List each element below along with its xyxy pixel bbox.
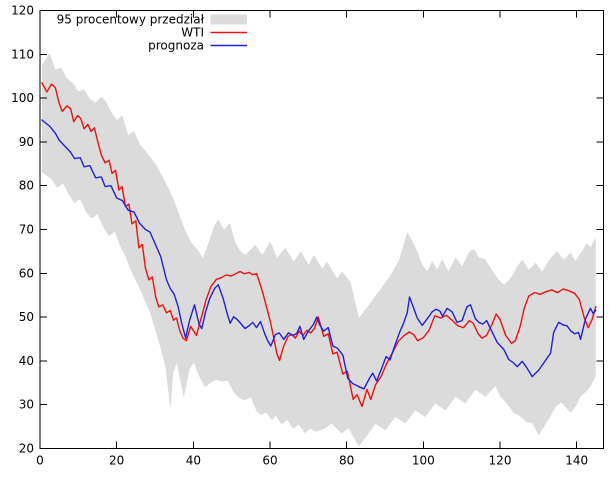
x-tick-label: 80 — [339, 454, 354, 468]
legend-item: 95 procentowy przedział — [57, 13, 247, 27]
confidence-band — [41, 52, 596, 447]
legend-item: WTI — [181, 26, 247, 40]
x-tick-label: 100 — [412, 454, 435, 468]
y-tick-label: 100 — [11, 91, 34, 105]
y-axis-ticks: 20 30 40 50 60 70 80 90 100 110 120 — [11, 4, 604, 456]
x-tick-label: 40 — [186, 454, 201, 468]
x-tick-label: 60 — [262, 454, 277, 468]
y-tick-label: 120 — [11, 4, 34, 18]
legend-swatch-band — [210, 14, 247, 25]
y-tick-label: 30 — [19, 398, 34, 412]
prognoza-line — [41, 119, 597, 390]
x-axis-ticks: 0 20 40 60 80 100 120 140 — [36, 10, 588, 468]
y-tick-label: 50 — [19, 310, 34, 324]
legend-item: prognoza — [148, 39, 247, 53]
x-tick-label: 20 — [109, 454, 124, 468]
y-tick-label: 80 — [19, 179, 34, 193]
y-tick-label: 20 — [19, 442, 34, 456]
y-tick-label: 90 — [19, 135, 34, 149]
x-tick-label: 0 — [36, 454, 44, 468]
legend-label: WTI — [181, 26, 204, 40]
legend-label: prognoza — [148, 39, 204, 53]
x-tick-label: 140 — [565, 454, 588, 468]
y-tick-label: 110 — [11, 47, 34, 61]
y-tick-label: 40 — [19, 354, 34, 368]
y-tick-label: 60 — [19, 266, 34, 280]
x-tick-label: 120 — [489, 454, 512, 468]
y-tick-label: 70 — [19, 223, 34, 237]
legend-label: 95 procentowy przedział — [57, 13, 205, 27]
